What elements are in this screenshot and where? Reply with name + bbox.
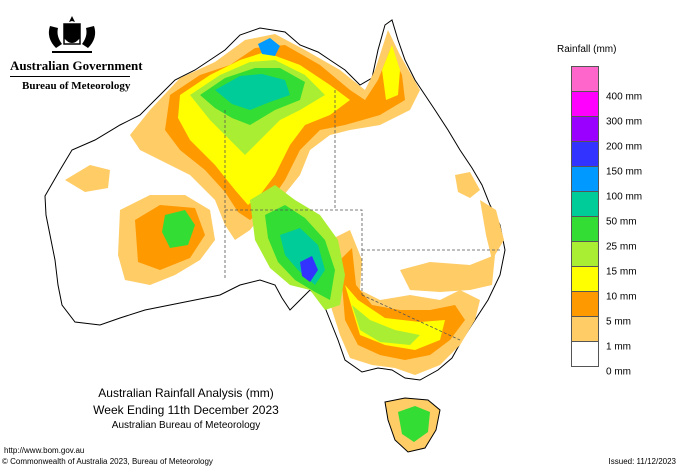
rain-50mm-north [215,74,290,110]
rain-25mm-west [162,210,195,248]
legend-label: 15 mm [606,266,637,278]
copyright-text: © Commonwealth of Australia 2023, Bureau… [2,457,213,466]
legend-label: 5 mm [606,316,631,328]
rain-1mm-coast [480,200,504,260]
legend-label: 150 mm [606,166,643,178]
agency-title: Bureau of Meteorology [22,80,131,92]
legend-swatch [571,267,599,292]
legend [571,66,599,367]
legend-swatch [571,317,599,342]
legend-label: 400 mm [606,91,643,103]
legend-label: 10 mm [606,291,637,303]
state-borders [224,90,500,341]
legend-swatch [571,167,599,192]
rain-15mm-se [352,305,420,345]
government-title: Australian Government [10,58,143,73]
legend-swatch [571,117,599,142]
legend-swatch [571,92,599,117]
legend-swatch [571,292,599,317]
legend-label: 25 mm [606,241,637,253]
coat-of-arms-icon [48,16,96,53]
legend-swatch [571,217,599,242]
legend-swatch [571,142,599,167]
issued-date: Issued: 11/12/2023 [608,457,676,466]
rain-1mm-spot1 [65,165,110,192]
legend-label: 1 mm [606,341,631,353]
website-link[interactable]: http://www.bom.gov.au [4,446,85,455]
legend-label: 100 mm [606,191,643,203]
caption-source: Australian Bureau of Meteorology [111,420,261,431]
caption-title: Australian Rainfall Analysis (mm) [98,386,274,400]
rain-100mm-north [258,38,280,56]
legend-swatch [571,192,599,217]
map-caption: Australian Rainfall Analysis (mm) Week E… [0,386,372,431]
rain-1mm-east [400,255,495,292]
legend-label: 0 mm [606,366,631,378]
legend-swatch [571,342,599,367]
legend-swatch [571,242,599,267]
caption-period: Week Ending 11th December 2023 [93,403,279,417]
legend-title: Rainfall (mm) [557,44,617,55]
rain-100mm-centre [300,256,318,282]
rain-tas-green [398,406,430,442]
rain-10mm-ne [382,45,400,100]
logo-divider [10,76,130,77]
rain-1mm-spot2 [455,172,480,198]
legend-label: 300 mm [606,116,643,128]
legend-swatch [571,66,599,92]
legend-label: 50 mm [606,216,637,228]
legend-label: 200 mm [606,141,643,153]
